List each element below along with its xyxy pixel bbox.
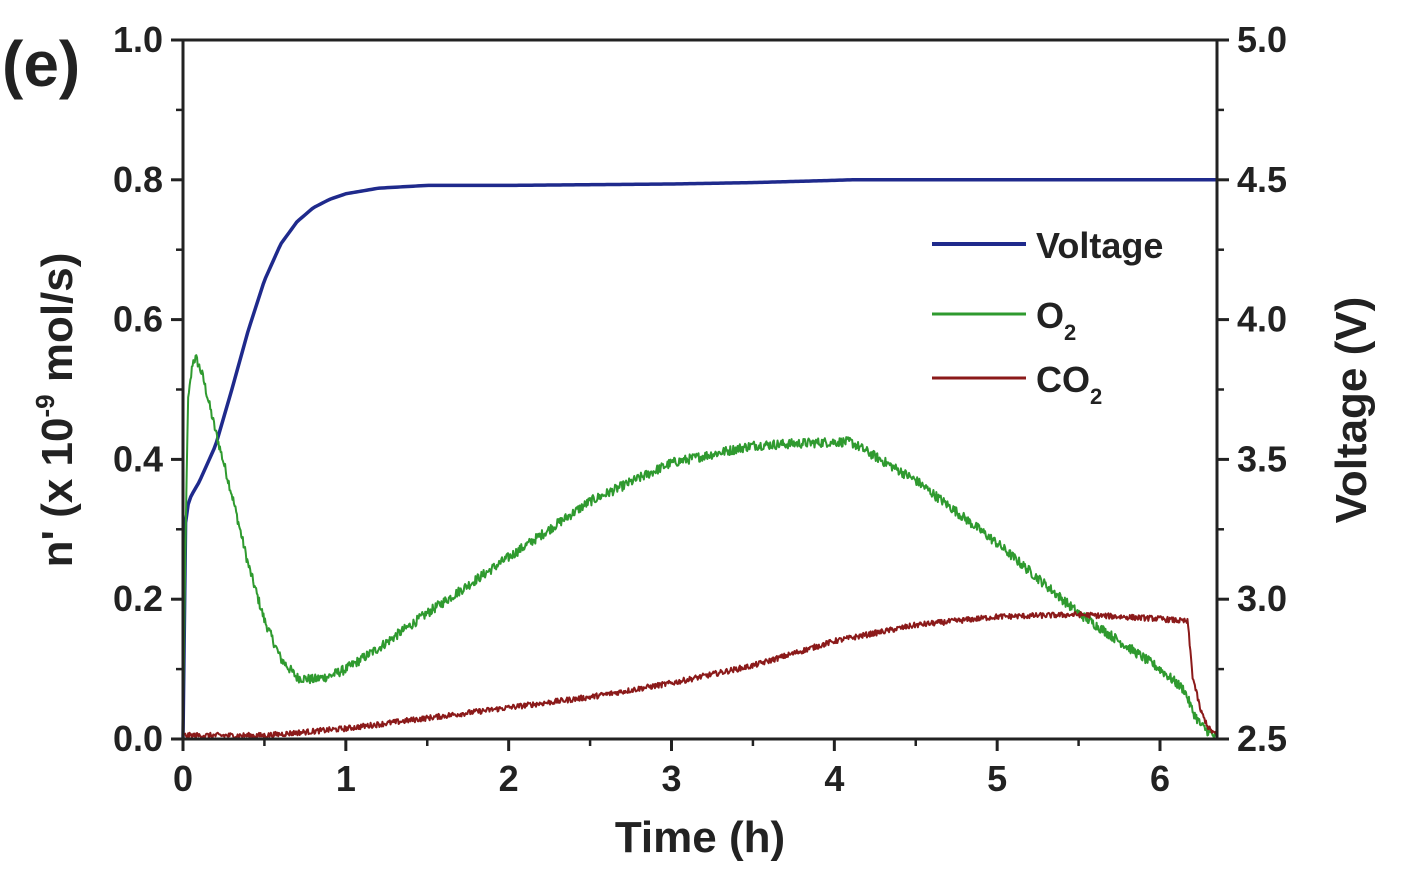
y2-tick-label: 3.0	[1237, 578, 1287, 619]
legend: Voltage O2 CO2	[932, 225, 1163, 409]
y-tick-label: 0.2	[113, 578, 163, 619]
y2-axis-title: Voltage (V)	[1327, 297, 1376, 524]
legend-item-voltage: Voltage	[932, 225, 1163, 266]
legend-item-o2: O2	[932, 295, 1076, 345]
series-line-o2	[182, 354, 1218, 739]
x-tick-label: 0	[173, 758, 193, 799]
x-tick-label: 4	[824, 758, 844, 799]
y-tick-label: 1.0	[113, 19, 163, 60]
legend-label-voltage: Voltage	[1036, 225, 1163, 266]
x-tick-label: 5	[987, 758, 1007, 799]
panel-label: (e)	[2, 28, 80, 100]
legend-label-co2: CO2	[1036, 359, 1102, 409]
y2-tick-label: 4.5	[1237, 159, 1287, 200]
legend-item-co2: CO2	[932, 359, 1102, 409]
y-tick-label: 0.6	[113, 299, 163, 340]
y2-tick-label: 3.5	[1237, 438, 1287, 479]
series-line-co2	[182, 611, 1218, 740]
series-line-voltage	[181, 178, 1217, 740]
x-axis-title: Time (h)	[615, 813, 785, 862]
legend-label-co2-main: CO	[1036, 359, 1090, 400]
legend-label-o2: O2	[1036, 295, 1076, 345]
y-axis-title-main: n' (x 10	[33, 418, 82, 568]
y-tick-label: 0.4	[113, 438, 163, 479]
y-tick-label: 0.0	[113, 718, 163, 759]
y-axis-title-exponent: -9	[30, 394, 60, 417]
legend-label-o2-sub: 2	[1064, 320, 1076, 345]
x-tick-label: 2	[499, 758, 519, 799]
y-axis-title: n' (x 10-9 mol/s)	[30, 253, 82, 568]
y2-tick-label: 2.5	[1237, 718, 1287, 759]
y2-tick-label: 5.0	[1237, 19, 1287, 60]
legend-label-co2-sub: 2	[1090, 384, 1102, 409]
x-tick-label: 1	[336, 758, 356, 799]
legend-label-voltage-main: Voltage	[1036, 225, 1163, 266]
y-axis-title-rest: mol/s)	[33, 253, 82, 395]
x-tick-label: 3	[661, 758, 681, 799]
x-tick-label: 6	[1150, 758, 1170, 799]
y-tick-label: 0.8	[113, 159, 163, 200]
legend-label-o2-main: O	[1036, 295, 1064, 336]
y2-tick-label: 4.0	[1237, 299, 1287, 340]
